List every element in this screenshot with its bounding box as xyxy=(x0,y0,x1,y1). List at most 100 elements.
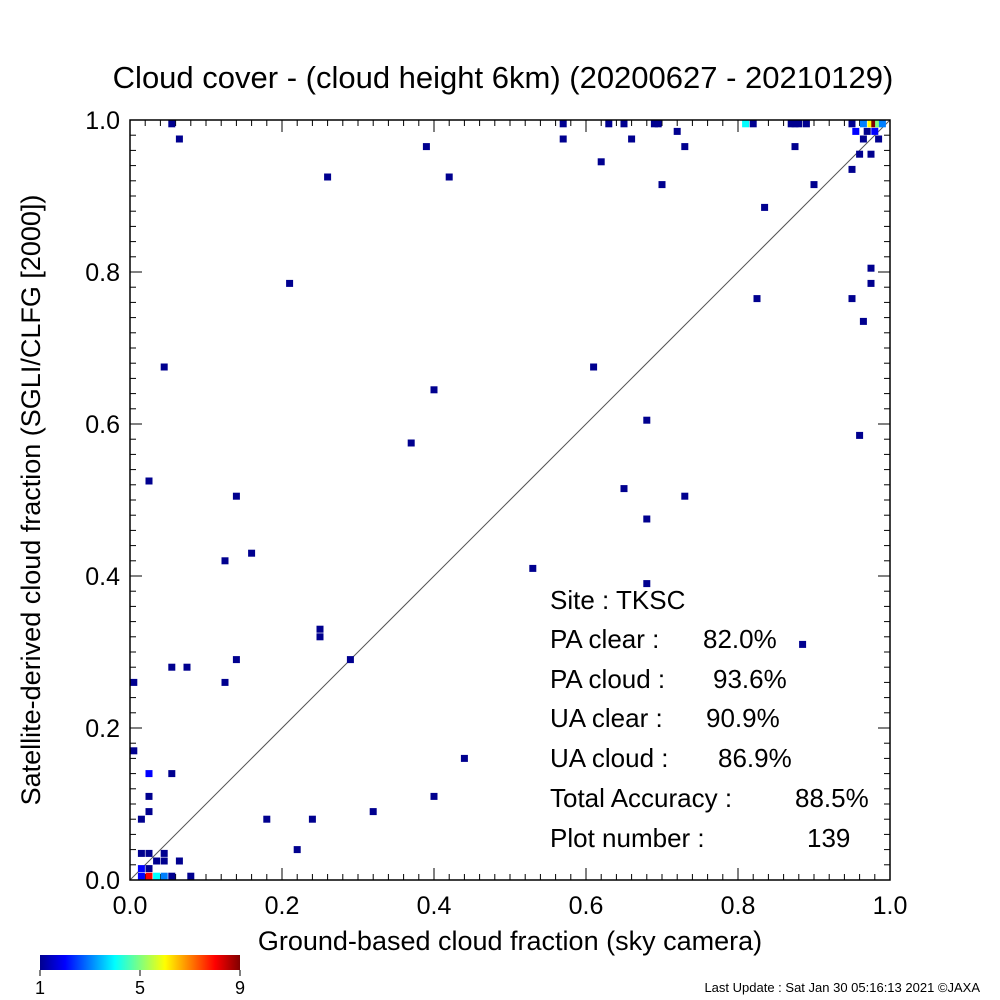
data-point xyxy=(145,849,153,857)
plot-frame xyxy=(129,119,891,881)
data-point xyxy=(145,872,153,880)
x-tick-label: 1.0 xyxy=(873,892,908,920)
data-point xyxy=(559,120,567,128)
data-point xyxy=(799,640,807,648)
data-point xyxy=(316,625,324,633)
y-axis-label: Satellite-derived cloud fraction (SGLI/C… xyxy=(16,195,46,806)
plot-number-label: Plot number : xyxy=(550,823,705,853)
data-point xyxy=(863,127,871,135)
data-point xyxy=(848,165,856,173)
stats-panel: Site : TKSC PA clear : 82.0% PA cloud : … xyxy=(550,585,869,853)
data-point xyxy=(369,808,377,816)
last-update-text: Last Update : Sat Jan 30 05:16:13 2021 ©… xyxy=(704,980,980,995)
data-point xyxy=(673,127,681,135)
data-point xyxy=(346,656,354,664)
data-point xyxy=(848,295,856,303)
data-point xyxy=(137,865,145,873)
data-point xyxy=(681,492,689,500)
data-point xyxy=(559,135,567,143)
data-point xyxy=(875,120,883,128)
data-point xyxy=(232,656,240,664)
data-point xyxy=(590,363,598,371)
data-point xyxy=(422,143,430,151)
data-point xyxy=(232,492,240,500)
data-point xyxy=(605,120,613,128)
data-point xyxy=(168,120,176,128)
data-point xyxy=(802,120,810,128)
data-point xyxy=(654,120,662,128)
data-point xyxy=(160,872,168,880)
data-point xyxy=(681,143,689,151)
data-point xyxy=(145,477,153,485)
x-tick-label: 0.0 xyxy=(113,892,148,920)
pa-clear-value: 82.0% xyxy=(703,624,777,654)
data-point xyxy=(168,872,176,880)
data-point xyxy=(168,770,176,778)
y-tick-label: 1.0 xyxy=(85,107,120,135)
data-point xyxy=(791,120,799,128)
data-point xyxy=(430,792,438,800)
data-point xyxy=(293,846,301,854)
data-points xyxy=(130,120,886,880)
data-point xyxy=(761,203,769,211)
data-point xyxy=(643,580,651,588)
data-point xyxy=(168,663,176,671)
data-point xyxy=(153,872,161,880)
data-point xyxy=(643,416,651,424)
data-point xyxy=(795,120,803,128)
data-point xyxy=(871,120,879,128)
data-point xyxy=(867,150,875,158)
colorbar-mid-label: 5 xyxy=(135,978,145,998)
data-point xyxy=(221,678,229,686)
y-tick-label: 0.0 xyxy=(85,867,120,895)
data-point xyxy=(175,135,183,143)
data-point xyxy=(145,865,153,873)
data-point xyxy=(187,872,195,880)
data-point xyxy=(263,815,271,823)
colorbar-max-label: 9 xyxy=(235,978,245,998)
data-point xyxy=(430,386,438,394)
data-point xyxy=(316,633,324,641)
data-point xyxy=(878,120,886,128)
data-point xyxy=(137,872,145,880)
data-point xyxy=(810,181,818,189)
data-point xyxy=(308,815,316,823)
data-point xyxy=(871,127,879,135)
data-point xyxy=(628,135,636,143)
data-point xyxy=(145,770,153,778)
data-point xyxy=(407,439,415,447)
one-to-one-line xyxy=(129,119,891,881)
data-point xyxy=(324,173,332,181)
ua-clear-label: UA clear : xyxy=(550,703,663,733)
data-point xyxy=(620,485,628,493)
ua-cloud-label: UA cloud : xyxy=(550,743,669,773)
data-point xyxy=(529,564,537,572)
x-tick-label: 0.8 xyxy=(721,892,756,920)
data-point xyxy=(160,363,168,371)
data-point xyxy=(753,295,761,303)
data-point xyxy=(130,747,138,755)
data-point xyxy=(175,857,183,865)
ua-cloud-value: 86.9% xyxy=(718,743,792,773)
data-point xyxy=(160,857,168,865)
x-tick-label: 0.6 xyxy=(569,892,604,920)
pa-cloud-value: 93.6% xyxy=(713,664,787,694)
data-point xyxy=(620,120,628,128)
plot-number-value: 139 xyxy=(807,823,850,853)
data-point xyxy=(445,173,453,181)
data-point xyxy=(137,849,145,857)
data-point xyxy=(867,279,875,287)
total-accuracy-label: Total Accuracy : xyxy=(550,783,732,813)
colorbar xyxy=(40,955,240,970)
y-tick-label: 0.8 xyxy=(85,259,120,287)
data-point xyxy=(787,120,795,128)
data-point xyxy=(248,549,256,557)
data-point xyxy=(791,143,799,151)
data-point xyxy=(859,120,867,128)
data-point xyxy=(875,135,883,143)
data-point xyxy=(859,135,867,143)
data-point xyxy=(160,849,168,857)
chart-title: Cloud cover - (cloud height 6km) (202006… xyxy=(113,60,894,95)
data-point xyxy=(153,857,161,865)
